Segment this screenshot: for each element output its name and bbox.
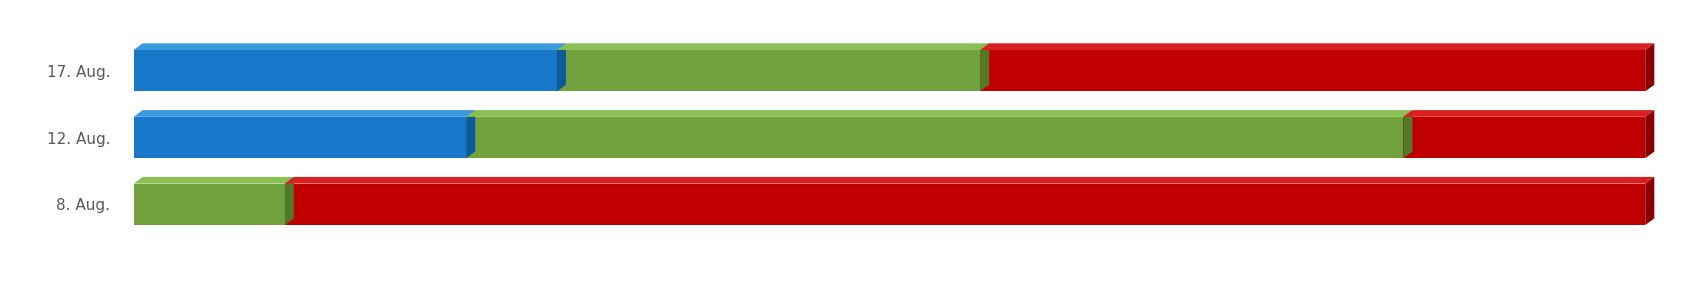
Polygon shape xyxy=(980,43,1654,50)
Polygon shape xyxy=(466,117,1403,158)
Polygon shape xyxy=(284,184,1646,225)
Polygon shape xyxy=(1403,117,1646,158)
Polygon shape xyxy=(557,50,980,91)
Polygon shape xyxy=(980,50,1646,91)
Polygon shape xyxy=(134,43,565,50)
Polygon shape xyxy=(134,184,284,225)
Polygon shape xyxy=(557,43,565,91)
Polygon shape xyxy=(1403,110,1412,158)
Polygon shape xyxy=(980,43,989,91)
Polygon shape xyxy=(1646,110,1654,158)
Polygon shape xyxy=(284,177,295,225)
Polygon shape xyxy=(1403,110,1654,117)
Polygon shape xyxy=(134,177,295,184)
Polygon shape xyxy=(557,43,989,50)
Polygon shape xyxy=(134,117,466,158)
Polygon shape xyxy=(466,110,476,158)
Polygon shape xyxy=(1646,177,1654,225)
Polygon shape xyxy=(466,110,1412,117)
Polygon shape xyxy=(284,177,1654,184)
Polygon shape xyxy=(1646,43,1654,91)
Polygon shape xyxy=(134,50,557,91)
Polygon shape xyxy=(134,110,476,117)
